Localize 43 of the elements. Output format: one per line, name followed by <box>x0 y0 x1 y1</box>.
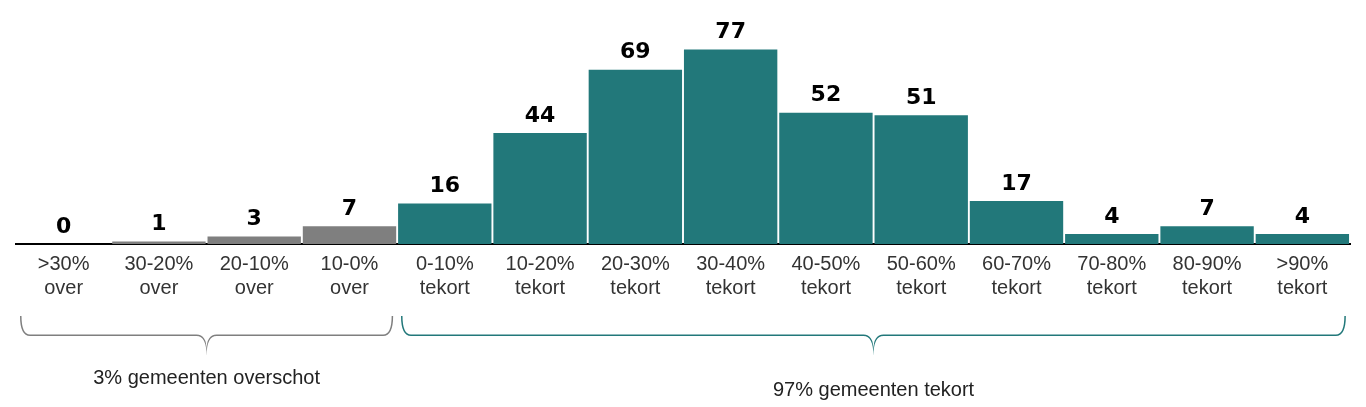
bar <box>874 115 968 244</box>
x-tick-label: 60-70% tekort <box>982 251 1052 298</box>
x-tick-label: 20-10% over <box>219 251 289 298</box>
data-label: 0 <box>55 212 72 238</box>
data-label: 3 <box>246 205 262 231</box>
bar <box>969 201 1064 244</box>
data-label: 4 <box>1104 202 1120 228</box>
x-tick-label: 40-50% tekort <box>791 251 861 298</box>
bar <box>588 69 683 244</box>
data-label: 52 <box>810 81 842 107</box>
bar <box>112 241 206 244</box>
bar <box>683 49 778 244</box>
data-label: 17 <box>1001 169 1032 195</box>
bar <box>207 236 301 244</box>
x-tick-label: 50-60% tekort <box>886 251 956 298</box>
x-tick-label: >90% tekort <box>1276 251 1329 298</box>
bar <box>493 132 587 244</box>
x-tick-label: 80-90% tekort <box>1172 251 1242 298</box>
data-label: 4 <box>1294 202 1311 228</box>
x-tick-label: 70-80% tekort <box>1077 251 1147 298</box>
bar <box>1065 233 1159 244</box>
data-label: 44 <box>524 101 556 127</box>
data-label: 69 <box>620 38 651 64</box>
x-tick-label: 10-0% over <box>320 251 379 298</box>
bar <box>779 112 873 244</box>
bar <box>398 203 492 244</box>
x-tick-label: 30-40% tekort <box>696 251 766 298</box>
data-label: 16 <box>429 172 461 198</box>
x-tick-label: >30% over <box>37 251 90 298</box>
text: 3% gemeenten overschot <box>92 366 321 389</box>
bar <box>1160 226 1254 244</box>
data-label: 7 <box>341 195 358 221</box>
bar <box>1255 233 1350 244</box>
text: 97% gemeenten tekort <box>771 378 976 401</box>
data-label: 1 <box>151 210 167 236</box>
x-tick-label: 20-30% tekort <box>600 251 671 298</box>
data-label: 77 <box>715 18 746 44</box>
x-tick-label: 0-10% tekort <box>415 251 474 298</box>
x-tick-label: 10-20% tekort <box>505 251 575 298</box>
data-label: 7 <box>1199 195 1215 221</box>
x-tick-label: 30-20% over <box>124 251 194 298</box>
bar <box>302 226 397 244</box>
data-label: 51 <box>905 83 937 109</box>
